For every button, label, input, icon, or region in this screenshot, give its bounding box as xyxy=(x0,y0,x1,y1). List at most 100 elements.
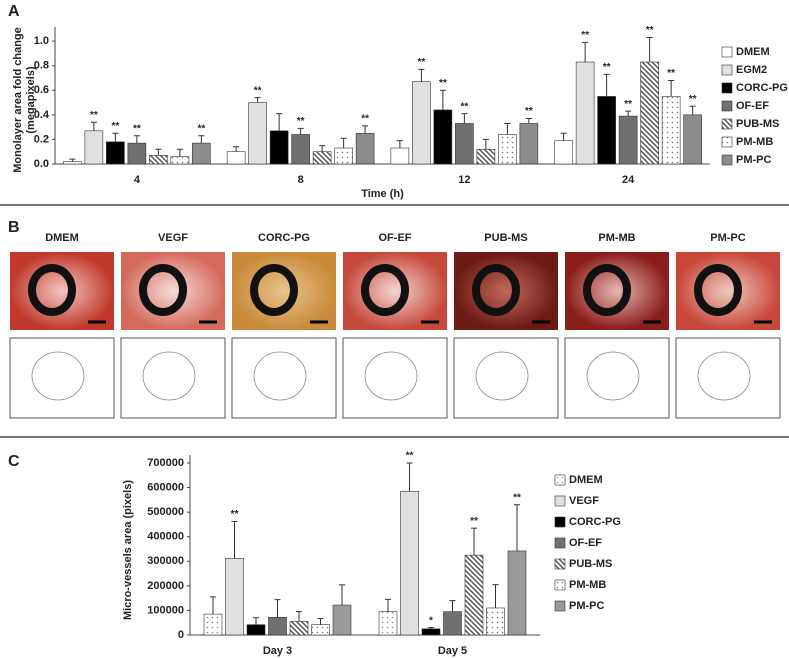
micrograph xyxy=(676,252,780,330)
bar xyxy=(433,109,453,165)
bar xyxy=(683,114,702,165)
error-bar xyxy=(210,596,216,615)
x-tick-label: 4 xyxy=(134,174,141,186)
condition-label: CORC-PG xyxy=(258,232,310,244)
significance: ** xyxy=(417,57,425,68)
condition-label: OF-EF xyxy=(379,232,412,244)
bar xyxy=(640,61,659,165)
bar xyxy=(289,621,309,636)
bar xyxy=(248,102,267,165)
error-bar xyxy=(406,462,413,492)
legend-swatch xyxy=(721,100,733,112)
legend-label: PM-PC xyxy=(569,600,605,612)
significance: ** xyxy=(689,94,697,105)
bar xyxy=(127,142,147,165)
error-bar xyxy=(439,89,446,110)
error-bar xyxy=(482,138,489,150)
legend-swatch xyxy=(554,600,566,612)
legend-swatch xyxy=(554,579,566,591)
bar xyxy=(507,550,527,636)
error-bar xyxy=(296,611,302,622)
condition-label: VEGF xyxy=(158,232,188,244)
bar xyxy=(203,613,223,636)
error-bar xyxy=(504,122,511,135)
bar xyxy=(291,134,310,165)
legend-label: PM-MB xyxy=(736,136,773,148)
bar xyxy=(311,624,330,636)
significance: ** xyxy=(90,110,98,121)
ring-outline xyxy=(697,351,751,401)
significance: * xyxy=(429,615,433,626)
bar xyxy=(464,554,484,636)
significance: ** xyxy=(525,106,533,117)
bar xyxy=(455,123,474,165)
significance: ** xyxy=(667,68,675,79)
y-tick-label: 0.4 xyxy=(34,109,50,121)
condition-label: PM-PC xyxy=(710,232,746,244)
bar xyxy=(486,607,505,636)
bar xyxy=(246,624,266,636)
error-bar xyxy=(254,97,261,103)
error-bar xyxy=(297,127,304,135)
legend-label: DMEM xyxy=(736,46,770,58)
significance: ** xyxy=(197,123,205,134)
x-tick-label: 8 xyxy=(298,174,304,186)
bar xyxy=(269,130,289,165)
bar xyxy=(192,142,211,165)
ring-outline xyxy=(586,351,640,401)
legend-label: VEGF xyxy=(569,495,599,507)
micrograph xyxy=(565,252,669,330)
ring xyxy=(694,264,742,316)
error-bar xyxy=(340,137,347,149)
legend-label: PUB-MS xyxy=(569,558,612,570)
significance: ** xyxy=(439,78,447,89)
bar xyxy=(84,130,104,165)
y-tick-label: 600000 xyxy=(147,481,184,493)
error-bar xyxy=(603,73,610,97)
bar xyxy=(575,61,595,165)
significance: ** xyxy=(133,123,141,134)
ring-outline xyxy=(31,351,85,401)
legend-swatch xyxy=(721,82,733,94)
y-axis-label: (megapixels) xyxy=(25,66,37,134)
error-bar xyxy=(385,598,391,612)
ring-outline xyxy=(142,351,196,401)
legend-swatch xyxy=(721,64,733,76)
y-tick-label: 0 xyxy=(178,629,184,641)
x-tick-label: Day 3 xyxy=(263,645,292,657)
significance: ** xyxy=(603,62,611,73)
legend-swatch xyxy=(721,154,733,166)
y-tick-label: 700000 xyxy=(147,457,184,469)
error-bar xyxy=(525,118,532,124)
legend-label: PM-MB xyxy=(569,579,606,591)
bar xyxy=(268,617,287,636)
error-bar xyxy=(233,146,240,152)
ring xyxy=(28,264,76,316)
bar xyxy=(519,123,539,165)
error-bar xyxy=(449,600,456,612)
error-bar xyxy=(176,148,183,157)
error-bar xyxy=(461,113,468,124)
bar xyxy=(597,96,616,165)
y-tick-label: 500000 xyxy=(147,506,184,518)
binary-image xyxy=(342,337,448,419)
significance: ** xyxy=(361,114,369,125)
bar xyxy=(225,558,244,636)
error-bar xyxy=(668,79,675,97)
error-bar xyxy=(319,145,326,152)
panel-label: A xyxy=(8,3,20,20)
legend-label: CORC-PG xyxy=(736,82,788,94)
legend-swatch xyxy=(721,118,733,130)
x-tick-label: 24 xyxy=(622,174,635,186)
y-tick-label: 400000 xyxy=(147,531,184,543)
legend-label: CORC-PG xyxy=(569,516,621,528)
bar xyxy=(63,161,82,165)
error-bar xyxy=(418,68,425,82)
binary-image xyxy=(9,337,115,419)
error-bar xyxy=(112,132,119,142)
error-bar xyxy=(274,599,281,618)
micrograph xyxy=(343,252,447,330)
x-tick-label: 12 xyxy=(458,174,470,186)
bar xyxy=(334,147,353,165)
